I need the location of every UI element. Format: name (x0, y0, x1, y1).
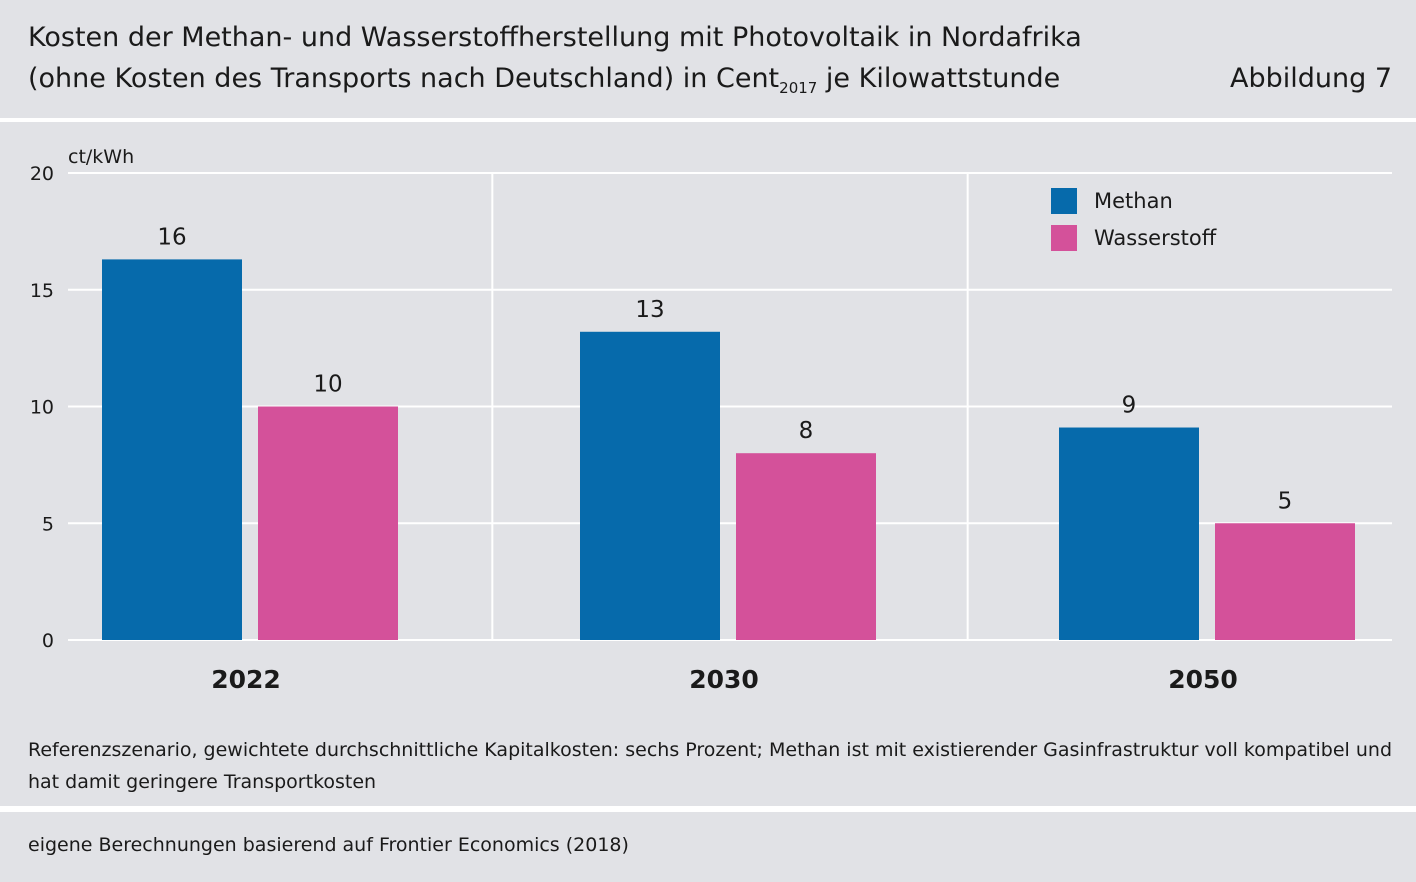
legend-label: Methan (1094, 189, 1173, 213)
x-tick-label: 2050 (1168, 665, 1238, 694)
y-axis-label: ct/kWh (68, 146, 134, 168)
chart-note: Referenzszenario, gewichtete durchschnit… (28, 739, 1393, 793)
legend-swatch-wasserstoff (1051, 225, 1077, 251)
source-panel: eigene Berechnungen basierend auf Fronti… (0, 812, 1416, 882)
x-tick-label: 2030 (689, 665, 759, 694)
y-tick-label: 10 (30, 397, 54, 419)
bar-methan-2050 (1059, 427, 1199, 640)
data-label: 16 (157, 224, 186, 250)
bar-methan-2022 (102, 259, 242, 640)
chart-subtitle: (ohne Kosten des Transports nach Deutsch… (28, 63, 1061, 97)
chart-panel: 0 5 10 15 20 ct/kWh 16 10 2022 13 8 2030 9 5 2050 Metha… (0, 122, 1416, 806)
bar-chart: 0 5 10 15 20 ct/kWh 16 10 2022 13 8 2030 9 5 2050 Metha… (30, 146, 1392, 694)
figure-label: Abbildung 7 (1229, 63, 1392, 94)
y-tick-label: 20 (30, 163, 54, 185)
chart-header: Kosten der Methan- und Wasserstoffherste… (0, 0, 1416, 118)
data-label: 10 (313, 372, 342, 398)
legend-swatch-methan (1051, 188, 1077, 214)
bar-wasserstoff-2050 (1215, 523, 1355, 640)
bar-methan-2030 (580, 331, 720, 640)
chart-title: Kosten der Methan- und Wasserstoffherste… (28, 22, 1082, 53)
y-tick-label: 15 (30, 280, 54, 302)
bar-wasserstoff-2022 (258, 406, 398, 640)
data-label: 13 (635, 297, 664, 323)
legend-label: Wasserstoff (1094, 226, 1217, 250)
source-text: eigene Berechnungen basierend auf Fronti… (28, 834, 629, 856)
data-label: 8 (799, 418, 814, 444)
y-tick-label: 0 (42, 630, 54, 652)
data-label: 5 (1278, 488, 1293, 514)
x-tick-label: 2022 (211, 665, 281, 694)
bar-wasserstoff-2030 (736, 453, 876, 640)
y-tick-label: 5 (42, 513, 54, 535)
data-label: 9 (1122, 393, 1137, 419)
